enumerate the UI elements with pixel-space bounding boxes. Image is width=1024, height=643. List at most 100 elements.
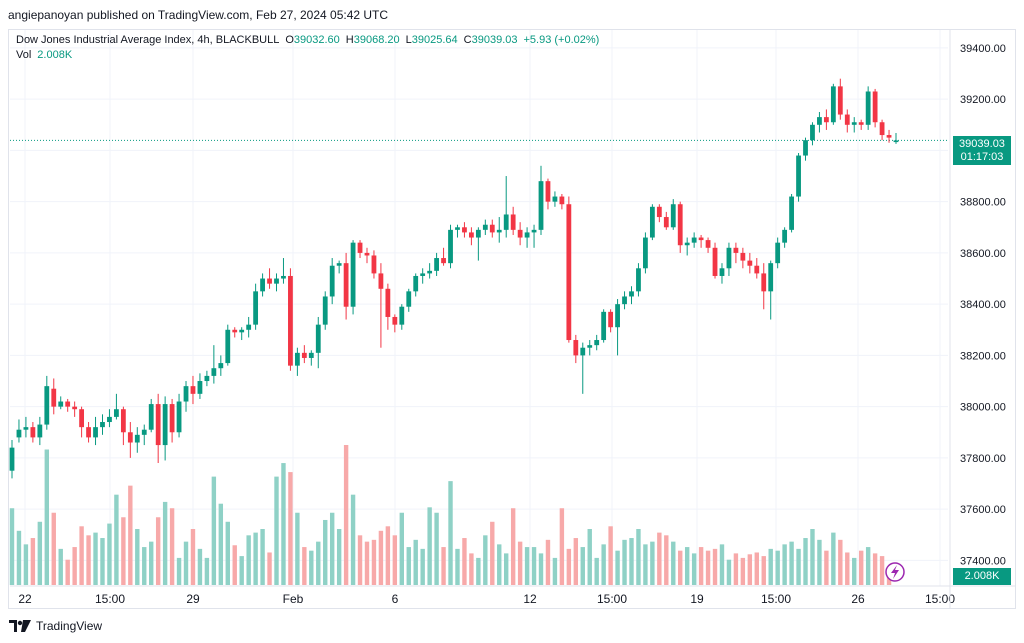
price-axis-label: 38400.00 bbox=[960, 299, 1006, 311]
volume-bar bbox=[232, 545, 237, 585]
candle bbox=[608, 309, 614, 333]
volume-bar bbox=[594, 557, 599, 585]
volume-bar bbox=[664, 535, 669, 585]
candle bbox=[754, 258, 760, 279]
candle-body bbox=[288, 275, 293, 366]
volume-bar bbox=[385, 526, 391, 585]
candle bbox=[489, 219, 495, 238]
candle-body bbox=[858, 122, 864, 125]
volume-bar bbox=[16, 530, 22, 585]
candle bbox=[677, 201, 683, 253]
last-price-value: 39039.03 bbox=[959, 138, 1005, 150]
volume-bar bbox=[643, 544, 648, 585]
candle bbox=[44, 375, 50, 430]
candle-body bbox=[65, 401, 71, 407]
candle bbox=[183, 381, 189, 412]
candle bbox=[274, 273, 279, 292]
candle bbox=[615, 299, 620, 356]
candle bbox=[162, 396, 168, 461]
candle bbox=[37, 416, 43, 446]
candle bbox=[789, 193, 794, 233]
volume-bar bbox=[239, 556, 244, 585]
chart-frame[interactable] bbox=[8, 29, 1016, 609]
candle-body bbox=[30, 427, 36, 438]
candle bbox=[705, 237, 711, 253]
candle bbox=[100, 414, 105, 435]
candle-body bbox=[893, 140, 899, 143]
candle-body bbox=[789, 196, 794, 230]
candle-body bbox=[260, 278, 265, 292]
candle-body bbox=[329, 265, 335, 297]
volume-bar bbox=[218, 503, 224, 585]
price-axis-label: 37600.00 bbox=[960, 504, 1006, 516]
volume-bar bbox=[225, 521, 230, 585]
candle bbox=[336, 260, 342, 274]
candle-body bbox=[100, 422, 105, 428]
time-axis-label: 12 bbox=[523, 592, 537, 606]
volume-bar bbox=[23, 544, 29, 585]
candle-body bbox=[322, 296, 328, 325]
volume-bar bbox=[719, 544, 725, 585]
candle bbox=[879, 119, 885, 141]
candle-body bbox=[538, 181, 544, 230]
volume-bar bbox=[190, 529, 196, 585]
candle bbox=[636, 263, 641, 297]
candle bbox=[448, 224, 453, 269]
candle bbox=[510, 206, 516, 235]
candle bbox=[782, 227, 788, 248]
volume-bar bbox=[796, 548, 801, 585]
candle-body bbox=[357, 242, 363, 253]
candle bbox=[51, 378, 57, 415]
candle-body bbox=[670, 204, 676, 228]
volume-bar bbox=[476, 557, 481, 585]
candle-body bbox=[274, 278, 279, 284]
legend-vol-label[interactable]: Vol bbox=[16, 49, 32, 61]
volume-bar bbox=[657, 532, 662, 585]
candle bbox=[378, 263, 384, 348]
volume-bar bbox=[149, 541, 154, 585]
candle-body bbox=[392, 316, 398, 325]
price-axis-label: 39400.00 bbox=[960, 43, 1006, 55]
candle-body bbox=[872, 91, 878, 123]
footer-brand[interactable]: TradingView bbox=[9, 619, 102, 633]
candle bbox=[601, 309, 607, 343]
volume-bar bbox=[810, 529, 815, 585]
volume-bar bbox=[580, 547, 585, 585]
price-axis-label: 38000.00 bbox=[960, 402, 1006, 414]
candle bbox=[434, 252, 439, 276]
volume-bar bbox=[768, 548, 773, 585]
time-axis-label: 6 bbox=[392, 592, 399, 606]
volume-bar bbox=[761, 556, 766, 585]
volume-bar bbox=[455, 548, 460, 585]
candle-body bbox=[823, 117, 829, 123]
candle-body bbox=[865, 91, 871, 125]
time-axis-label: 15:00 bbox=[597, 592, 627, 606]
volume-bar bbox=[566, 548, 572, 585]
candle-body bbox=[810, 124, 815, 141]
candle-body bbox=[510, 214, 516, 230]
candle bbox=[399, 304, 405, 330]
candle-body bbox=[775, 242, 781, 264]
candle bbox=[663, 211, 669, 230]
candle-body bbox=[726, 247, 732, 269]
candle-body bbox=[830, 86, 836, 123]
candle bbox=[107, 409, 112, 428]
volume-bar bbox=[448, 481, 453, 585]
candle-body bbox=[336, 263, 342, 266]
candle bbox=[211, 345, 217, 384]
candle bbox=[406, 288, 412, 312]
legend-symbol[interactable]: Dow Jones Industrial Average Index, 4h, … bbox=[16, 34, 280, 46]
volume-bar bbox=[524, 547, 530, 585]
candle-body bbox=[545, 181, 551, 202]
volume-bar bbox=[705, 550, 711, 585]
price-axis-label: 37400.00 bbox=[960, 555, 1006, 567]
volume-bar bbox=[114, 494, 119, 585]
candle bbox=[865, 86, 871, 130]
candle-body bbox=[455, 227, 460, 230]
candle-body bbox=[496, 229, 502, 233]
candle-body bbox=[114, 409, 119, 417]
candle bbox=[294, 347, 300, 376]
volume-bar bbox=[622, 539, 627, 585]
candle bbox=[475, 227, 481, 261]
